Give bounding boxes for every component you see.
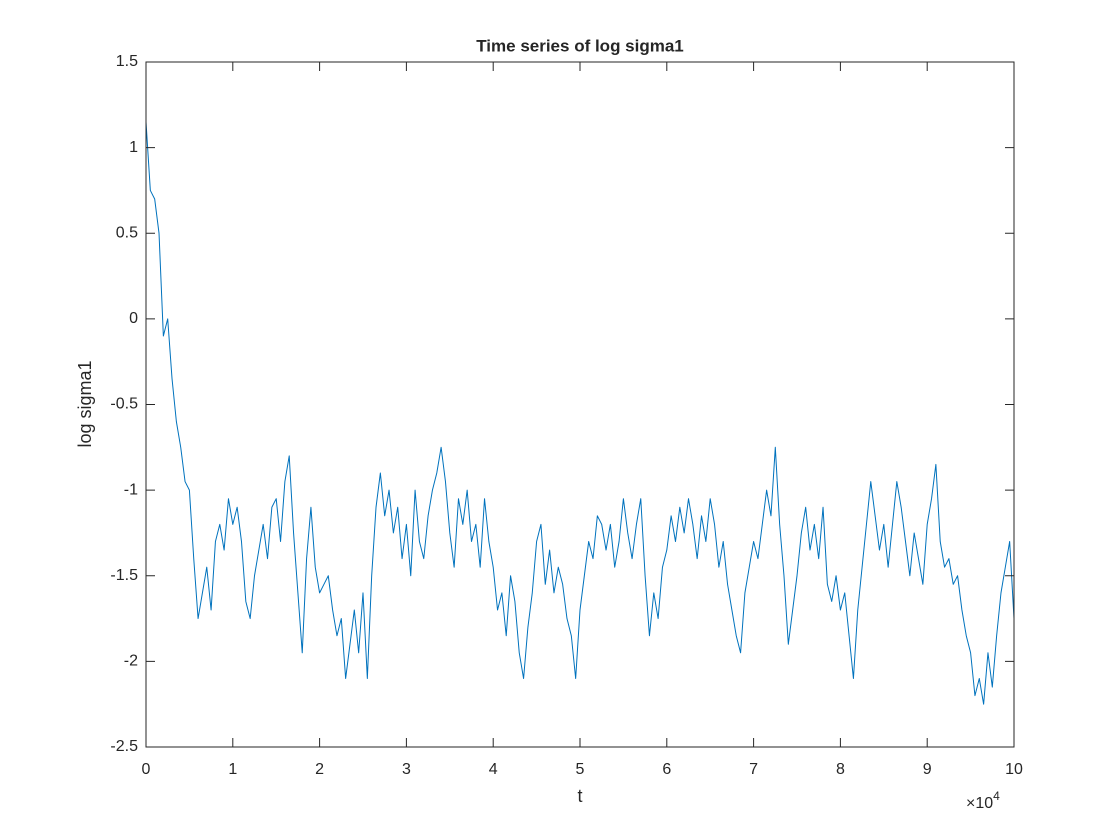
y-tick-label: 0.5 [116,224,138,241]
x-tick-label: 6 [662,761,671,778]
x-tick-label: 7 [749,761,758,778]
x-tick-label: 2 [315,761,324,778]
y-tick-label: -1.5 [110,567,138,584]
x-multiplier: ×104 [966,789,1000,812]
chart-title: Time series of log sigma1 [476,36,684,55]
y-tick-label: 1.5 [116,53,138,70]
x-tick-label: 9 [923,761,932,778]
x-tick-label: 4 [489,761,498,778]
x-tick-label: 3 [402,761,411,778]
y-tick-label: -2 [124,653,138,670]
x-tick-label: 1 [228,761,237,778]
data-line [145,121,1015,705]
x-tick-label: 5 [576,761,585,778]
x-axis-label: t [577,786,582,806]
y-tick-label: 1 [129,139,138,156]
x-multiplier-base: ×10 [966,795,993,812]
x-tick-label: 10 [1005,761,1023,778]
y-tick-label: -2.5 [110,738,138,755]
x-tick-label: 8 [836,761,845,778]
x-tick-label: 0 [142,761,151,778]
y-tick-label: 0 [129,310,138,327]
y-tick-label: -1 [124,481,138,498]
x-multiplier-exponent: 4 [993,789,1000,803]
y-axis-label: log sigma1 [75,360,95,447]
y-tick-label: -0.5 [110,396,138,413]
